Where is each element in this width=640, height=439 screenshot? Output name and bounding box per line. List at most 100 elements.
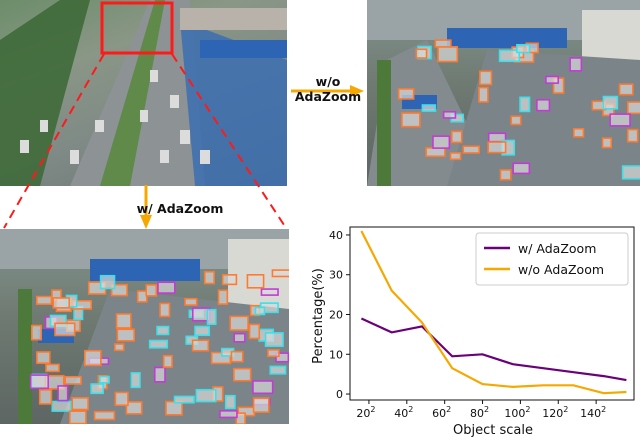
series-line [360, 317, 627, 382]
detection-box [246, 274, 265, 289]
detection-box [235, 412, 246, 424]
detection-box [114, 391, 129, 407]
detection-box [233, 367, 252, 382]
detection-box [519, 96, 531, 113]
detection-box [602, 95, 619, 110]
detection-box [203, 270, 215, 285]
legend-label: w/o AdaZoom [518, 262, 604, 277]
detection-box [252, 397, 270, 413]
detection-box [479, 70, 493, 86]
plot-frame [349, 226, 635, 401]
detection-box [627, 101, 640, 115]
detection-box [487, 141, 507, 154]
detection-box [29, 374, 49, 390]
detection-box [162, 354, 173, 368]
detection-box [450, 130, 463, 144]
legend-box [475, 232, 629, 286]
detection-box [252, 380, 274, 395]
detection-box [224, 394, 236, 410]
detection-box [545, 75, 560, 84]
y-tick-label: 20 [329, 308, 343, 321]
y-tick-label: 40 [329, 229, 343, 242]
zoomed-photo-without-adazoom [367, 0, 640, 186]
detection-box [153, 366, 166, 383]
detection-box [498, 49, 521, 63]
detection-box [31, 324, 43, 341]
detection-box [626, 128, 639, 143]
x-axis-label: Object scale [453, 423, 533, 438]
aerial-scene [0, 0, 287, 186]
detection-box [248, 323, 261, 340]
detection-box [71, 397, 89, 411]
detection-box [415, 48, 428, 59]
detection-box [90, 383, 104, 395]
x-tick-label: 202 [356, 405, 375, 420]
detection-box [254, 306, 266, 316]
detection-box [449, 152, 462, 161]
chart-lines [360, 230, 627, 395]
legend-label: w/ AdaZoom [518, 241, 596, 256]
detection-box [36, 351, 51, 364]
detection-box [45, 363, 60, 373]
detection-box [434, 39, 452, 48]
detections-without [367, 0, 640, 186]
detection-box [191, 339, 210, 352]
detection-box [145, 284, 158, 297]
detection-box [125, 401, 143, 415]
y-tick-label: 10 [329, 348, 343, 361]
detection-box [219, 410, 238, 419]
detection-box [93, 410, 116, 421]
detection-box [569, 57, 583, 72]
x-tick-label: 602 [432, 405, 451, 420]
detection-box [264, 332, 284, 348]
detection-box [52, 297, 70, 309]
detection-box [267, 349, 280, 358]
detection-box [84, 349, 102, 367]
detection-box [401, 112, 421, 128]
detection-box [57, 385, 69, 402]
y-tick-label: 30 [329, 269, 343, 282]
percentage-chart: 0 10 20 30 40 202 402 602 802 1002 1202 1402 w/ Ada… [311, 226, 635, 438]
detection-box [69, 410, 87, 424]
y-tick-label: 0 [336, 388, 343, 401]
detection-box [115, 313, 132, 329]
chart-ticks: 0 10 20 30 40 202 402 602 802 1002 1202 1402 [329, 229, 606, 420]
with-adazoom-label: w/ AdaZoom [136, 201, 224, 216]
detection-box [99, 375, 110, 384]
detection-box [184, 297, 198, 306]
detection-box [229, 315, 249, 331]
x-tick-label: 1402 [580, 405, 606, 420]
x-tick-label: 402 [394, 405, 413, 420]
detection-box [114, 343, 125, 352]
detection-box [621, 165, 640, 180]
detection-box [275, 352, 289, 363]
detection-box [573, 127, 585, 138]
detection-box [194, 325, 211, 337]
detection-box [516, 43, 531, 54]
detection-box [221, 274, 238, 286]
detection-box [159, 302, 171, 318]
zoomed-photo-with-adazoom [0, 229, 289, 424]
detection-box [99, 274, 116, 290]
detection-box [601, 137, 613, 149]
detection-box [130, 372, 141, 389]
detection-box [609, 113, 631, 127]
detection-box [148, 339, 169, 349]
zoom-region-box [100, 1, 174, 55]
detection-box [64, 375, 82, 385]
detection-box [499, 169, 512, 181]
without-adazoom-label: w/o AdaZoom [290, 74, 366, 104]
detection-box [217, 289, 229, 305]
detection-box [397, 88, 415, 100]
detection-box [51, 400, 72, 412]
chart-axes [349, 226, 635, 401]
without-label-line2: AdaZoom [294, 89, 362, 104]
detection-box [38, 389, 53, 405]
detection-box [618, 83, 634, 96]
y-axis-label: Percentage(%) [311, 268, 326, 364]
detections-with [0, 229, 289, 424]
detection-box [442, 110, 457, 119]
detection-box [54, 322, 76, 337]
detection-box [432, 135, 451, 149]
x-tick-label: 802 [470, 405, 489, 420]
